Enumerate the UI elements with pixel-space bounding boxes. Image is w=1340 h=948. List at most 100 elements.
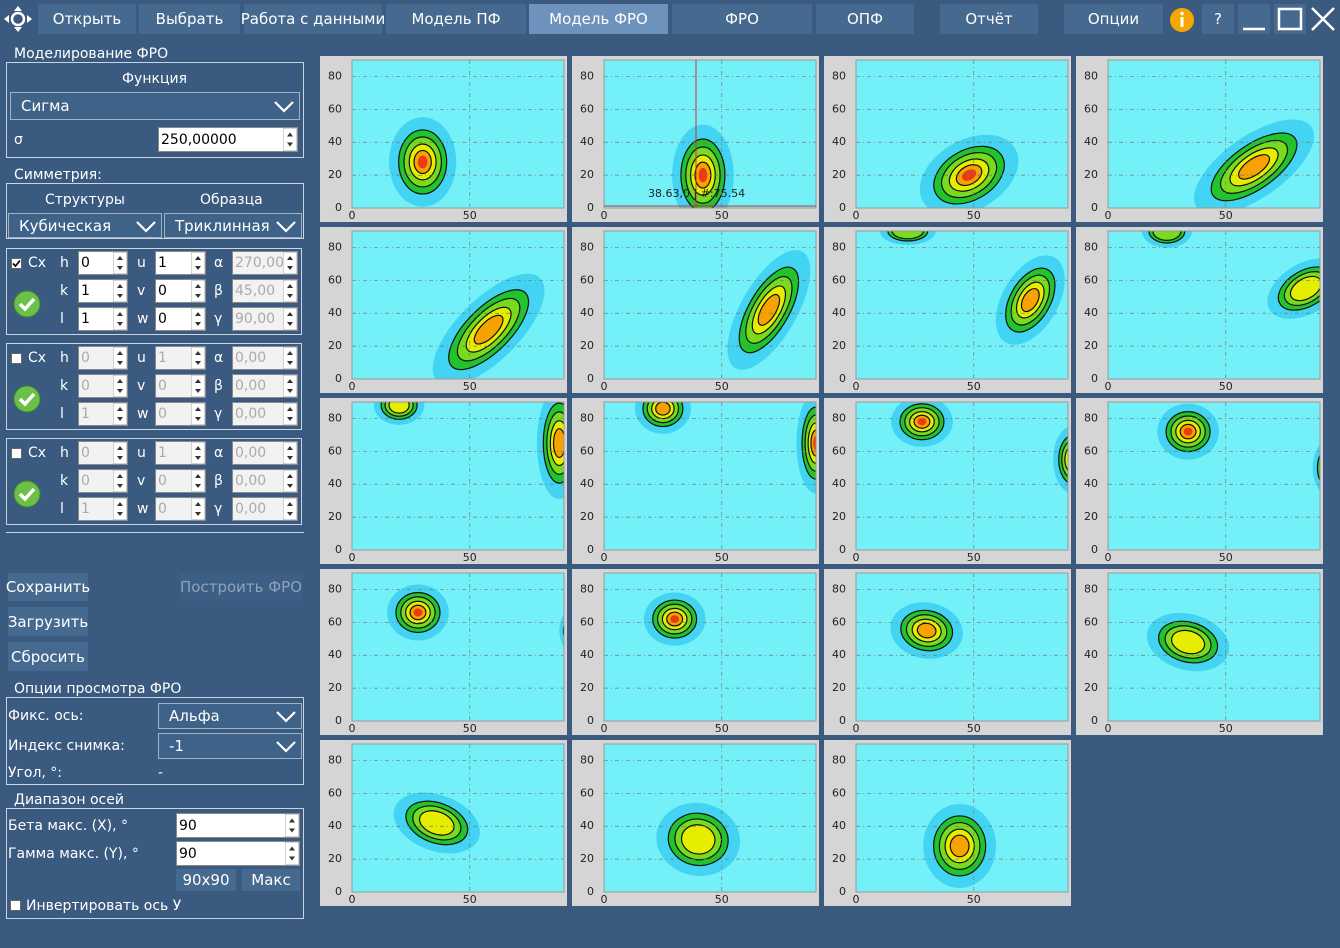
spin-value: 1 xyxy=(158,445,167,461)
toolbar-button[interactable]: Выбрать xyxy=(139,4,240,34)
build-button: Построить ФРО xyxy=(180,573,302,601)
label: Угол, °: xyxy=(8,765,63,781)
y-tick-label: 20 xyxy=(832,681,846,694)
spin-value: 0 xyxy=(81,445,90,461)
index-input: 0 xyxy=(155,402,206,426)
label: Фикс. ось: xyxy=(8,708,84,724)
y-tick-label: 0 xyxy=(587,543,594,556)
spin-value: 270,00 xyxy=(235,255,284,271)
y-tick-label: 40 xyxy=(832,648,846,661)
plot-frame xyxy=(855,401,1069,551)
angle-input: 0,00 xyxy=(232,402,298,426)
y-tick-label: 0 xyxy=(587,714,594,727)
index-label: u xyxy=(137,255,146,271)
y-tick-label: 60 xyxy=(832,273,846,286)
spin-value: 250,00000 xyxy=(161,131,237,148)
y-tick-label: 60 xyxy=(328,102,342,115)
reset-button[interactable]: Сбросить xyxy=(8,642,88,671)
y-tick-label: 0 xyxy=(335,543,342,556)
heatmap xyxy=(352,402,564,550)
function-select[interactable]: Сигма xyxy=(10,92,300,120)
angle-label: α xyxy=(214,350,224,366)
angle-input: 0,00 xyxy=(232,497,298,521)
plot-frame xyxy=(855,743,1069,893)
heatmap xyxy=(856,573,1068,721)
valid-icon xyxy=(13,290,41,318)
x-tick-label: 50 xyxy=(715,380,729,393)
component-box xyxy=(6,248,302,335)
spin-value: 0 xyxy=(158,406,167,422)
spin-arrows xyxy=(283,375,297,397)
spin-value: 0 xyxy=(81,350,90,366)
toolbar-button[interactable]: Работа с данными xyxy=(241,4,385,34)
index-select[interactable]: -1 xyxy=(158,733,302,759)
spin-arrows xyxy=(283,280,297,302)
label: Инвертировать ось У xyxy=(26,898,182,914)
contour xyxy=(1238,154,1271,180)
y-tick-label: 60 xyxy=(328,444,342,457)
plot-frame xyxy=(603,230,817,380)
sigma-input[interactable]: 250,00000 xyxy=(158,127,298,152)
index-input[interactable]: 0 xyxy=(78,251,128,275)
spin-value: 0,00 xyxy=(235,350,267,366)
index-input[interactable]: 0 xyxy=(155,279,206,303)
heatmap xyxy=(352,231,564,379)
spin-value: 1 xyxy=(81,283,90,299)
contour xyxy=(670,615,680,623)
toolbar-button[interactable]: Модель ФРО xyxy=(529,4,668,34)
spin-value: 1 xyxy=(158,350,167,366)
y-tick-label: 0 xyxy=(839,372,846,385)
y-tick-label: 20 xyxy=(328,852,342,865)
checkbox xyxy=(11,353,22,364)
contour xyxy=(813,435,816,451)
y-tick-label: 80 xyxy=(328,69,342,82)
toolbar-button[interactable]: Модель ПФ xyxy=(386,4,526,34)
spin-arrows xyxy=(113,375,127,397)
save-button[interactable]: Сохранить xyxy=(6,573,90,601)
spin-arrows xyxy=(283,308,297,330)
heatmap xyxy=(604,231,816,379)
y-tick-label: 60 xyxy=(580,273,594,286)
contour xyxy=(1064,447,1068,472)
spin-value: 45,00 xyxy=(235,283,276,299)
y-tick-label: 40 xyxy=(328,819,342,832)
axis-select[interactable]: Альфа xyxy=(158,703,302,729)
toolbar-button[interactable]: ФРО xyxy=(672,4,812,34)
contour xyxy=(1312,444,1320,491)
y-tick-label: 20 xyxy=(1084,339,1098,352)
spin-value: 0,00 xyxy=(235,501,267,517)
y-tick-label: 0 xyxy=(587,372,594,385)
component-box xyxy=(6,343,302,430)
index-input[interactable]: 1 xyxy=(78,279,128,303)
max-button[interactable]: Макс xyxy=(242,869,300,891)
spin-value: 0 xyxy=(158,311,167,327)
index-label: l xyxy=(60,501,64,517)
toolbar-button[interactable]: Отчёт xyxy=(940,4,1038,34)
beta-input[interactable]: 90 xyxy=(176,813,300,838)
index-input[interactable]: 1 xyxy=(155,251,206,275)
valid-icon xyxy=(13,385,41,413)
structure-select[interactable]: Кубическая xyxy=(8,213,162,238)
gamma-input[interactable]: 90 xyxy=(176,841,300,866)
chevron xyxy=(276,741,296,753)
angle-label: α xyxy=(214,255,224,271)
y-tick-label: 80 xyxy=(328,411,342,424)
x-tick-label: 50 xyxy=(463,893,477,906)
minimize-button xyxy=(1238,4,1270,34)
plot-frame xyxy=(603,59,817,209)
sample-select[interactable]: Триклинная xyxy=(164,213,302,238)
toolbar-button[interactable]: Опции xyxy=(1064,4,1163,34)
y-tick-label: 40 xyxy=(832,477,846,490)
heatmap xyxy=(856,60,1068,208)
plot-frame xyxy=(1107,401,1321,551)
load-button[interactable]: Загрузить xyxy=(8,607,88,636)
help-button[interactable]: ? xyxy=(1202,4,1234,34)
preset-button[interactable]: 90x90 xyxy=(176,869,236,891)
index-input[interactable]: 1 xyxy=(78,307,128,331)
plot-frame xyxy=(351,572,565,722)
toolbar-button[interactable]: Открыть xyxy=(38,4,136,34)
index-input[interactable]: 0 xyxy=(155,307,206,331)
toolbar-button[interactable]: ОПФ xyxy=(816,4,914,34)
index-input: 0 xyxy=(155,469,206,493)
label: Структуры xyxy=(45,192,125,208)
